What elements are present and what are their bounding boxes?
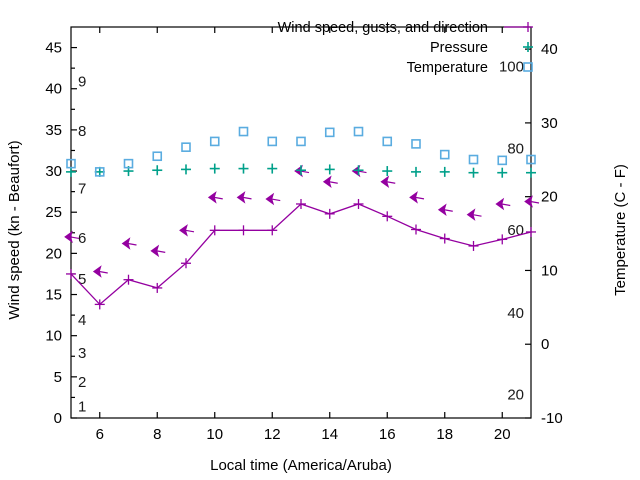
temperature-point <box>526 154 536 165</box>
x-tick-label: 10 <box>206 426 223 443</box>
wind-direction-arrow-tail <box>127 242 137 246</box>
temperature-point <box>181 142 191 152</box>
temperature-point <box>123 158 134 169</box>
temperature-point <box>238 126 249 137</box>
temperature-point <box>66 158 76 169</box>
wind-direction-arrow-tail <box>415 196 425 200</box>
y-tick-label: 30 <box>45 163 62 180</box>
beaufort-label: 9 <box>78 74 86 91</box>
beaufort-label: 4 <box>78 312 86 329</box>
y-tick-label: 20 <box>45 245 62 262</box>
wind-direction-arrow-tail <box>214 196 223 200</box>
wind-direction-arrow-tail <box>185 229 195 233</box>
temperature-point <box>152 151 163 162</box>
x-tick-label: 6 <box>96 426 104 443</box>
series-pressure <box>66 163 536 178</box>
y2-tick-label: -10 <box>541 410 563 427</box>
wind-direction-arrow <box>437 203 447 216</box>
wind-direction-arrow-tail <box>501 203 511 207</box>
y-tick-label: 10 <box>45 328 62 345</box>
x-tick-label: 12 <box>264 426 281 443</box>
temperature-point <box>497 155 508 166</box>
beaufort-label: 2 <box>78 374 86 391</box>
y-tick-label: 35 <box>45 122 62 139</box>
temperature-point <box>267 136 278 147</box>
beaufort-label: 7 <box>78 181 86 198</box>
series-wind-gusts <box>64 164 540 278</box>
wind-direction-arrow-tail <box>444 209 453 212</box>
y-tick-label: 5 <box>54 369 62 386</box>
fahrenheit-label: 40 <box>507 305 524 322</box>
wind-direction-arrow-tail <box>70 236 80 239</box>
wind-direction-arrow-tail <box>386 181 396 184</box>
y2-tick-label: 40 <box>541 41 558 58</box>
wind-direction-arrow-tail <box>329 181 338 184</box>
fahrenheit-label: 100 <box>499 58 524 75</box>
y-axis-left-ticks: 0 5 10 15 20 25 30 35 40 45 <box>45 40 77 427</box>
x-axis-title: Local time (America/Aruba) <box>210 457 392 474</box>
legend-label-temperature: Temperature <box>407 60 488 76</box>
wind-direction-arrow-tail <box>271 198 281 202</box>
y-axis-right-title: Temperature (C - F) <box>612 164 629 296</box>
wind-direction-arrow-tail <box>530 200 540 204</box>
temperature-point <box>353 126 364 137</box>
wind-direction-arrow-tail <box>156 250 166 253</box>
wind-direction-arrow-tail <box>357 170 367 174</box>
temperature-point <box>439 149 450 160</box>
wind-direction-arrow-tail <box>242 196 252 200</box>
x-tick-label: 18 <box>436 426 453 443</box>
chart-legend: Wind speed, gusts, and direction Pressure… <box>278 20 533 76</box>
x-tick-label: 14 <box>321 426 338 443</box>
wind-direction-arrow <box>524 195 533 208</box>
y-tick-label: 25 <box>45 204 62 221</box>
y-axis-left-title: Wind speed (kn - Beaufort) <box>6 140 23 319</box>
y-tick-label: 45 <box>45 40 62 57</box>
temperature-point <box>209 136 220 147</box>
y-tick-label: 15 <box>45 287 62 304</box>
legend-label-wind: Wind speed, gusts, and direction <box>278 20 488 36</box>
beaufort-label: 8 <box>78 123 86 140</box>
x-tick-label: 8 <box>153 426 161 443</box>
y2-tick-label: 0 <box>541 336 549 353</box>
temperature-point <box>324 127 335 138</box>
fahrenheit-label: 20 <box>507 387 524 404</box>
y2-tick-label: 30 <box>541 115 558 132</box>
y-tick-label: 40 <box>45 81 62 98</box>
series-temperature <box>66 126 536 177</box>
beaufort-label: 1 <box>78 399 86 416</box>
temperature-point <box>382 136 393 147</box>
wind-direction-arrow-tail <box>300 170 310 174</box>
y-axis-right-ticks: -10 0 10 20 30 40 <box>525 41 563 427</box>
wind-direction-arrow-tail <box>472 214 482 217</box>
y2-tick-label: 20 <box>541 189 558 206</box>
legend-glyph-temperature <box>523 62 533 72</box>
y2-tick-label: 10 <box>541 262 558 279</box>
y-tick-label: 0 <box>54 410 62 427</box>
x-tick-label: 20 <box>494 426 511 443</box>
temperature-point <box>94 167 105 177</box>
wind-direction-arrow-tail <box>99 270 108 274</box>
beaufort-scale-labels: 1 2 3 4 5 6 7 8 9 <box>78 74 86 416</box>
plot-border <box>70 26 532 419</box>
x-tick-label: 16 <box>379 426 396 443</box>
beaufort-label: 3 <box>78 345 86 362</box>
x-axis-ticks: 6 8 10 12 14 16 18 20 <box>96 27 511 443</box>
series-wind-speed <box>66 198 536 310</box>
temperature-point <box>296 136 306 147</box>
legend-label-pressure: Pressure <box>430 40 488 56</box>
temperature-point <box>468 154 479 165</box>
temperature-point <box>411 139 421 149</box>
beaufort-label: 5 <box>78 271 86 288</box>
beaufort-label: 6 <box>78 230 86 247</box>
plot-frame <box>70 26 532 419</box>
wind-direction-arrow <box>64 230 73 244</box>
fahrenheit-label: 80 <box>507 140 524 157</box>
